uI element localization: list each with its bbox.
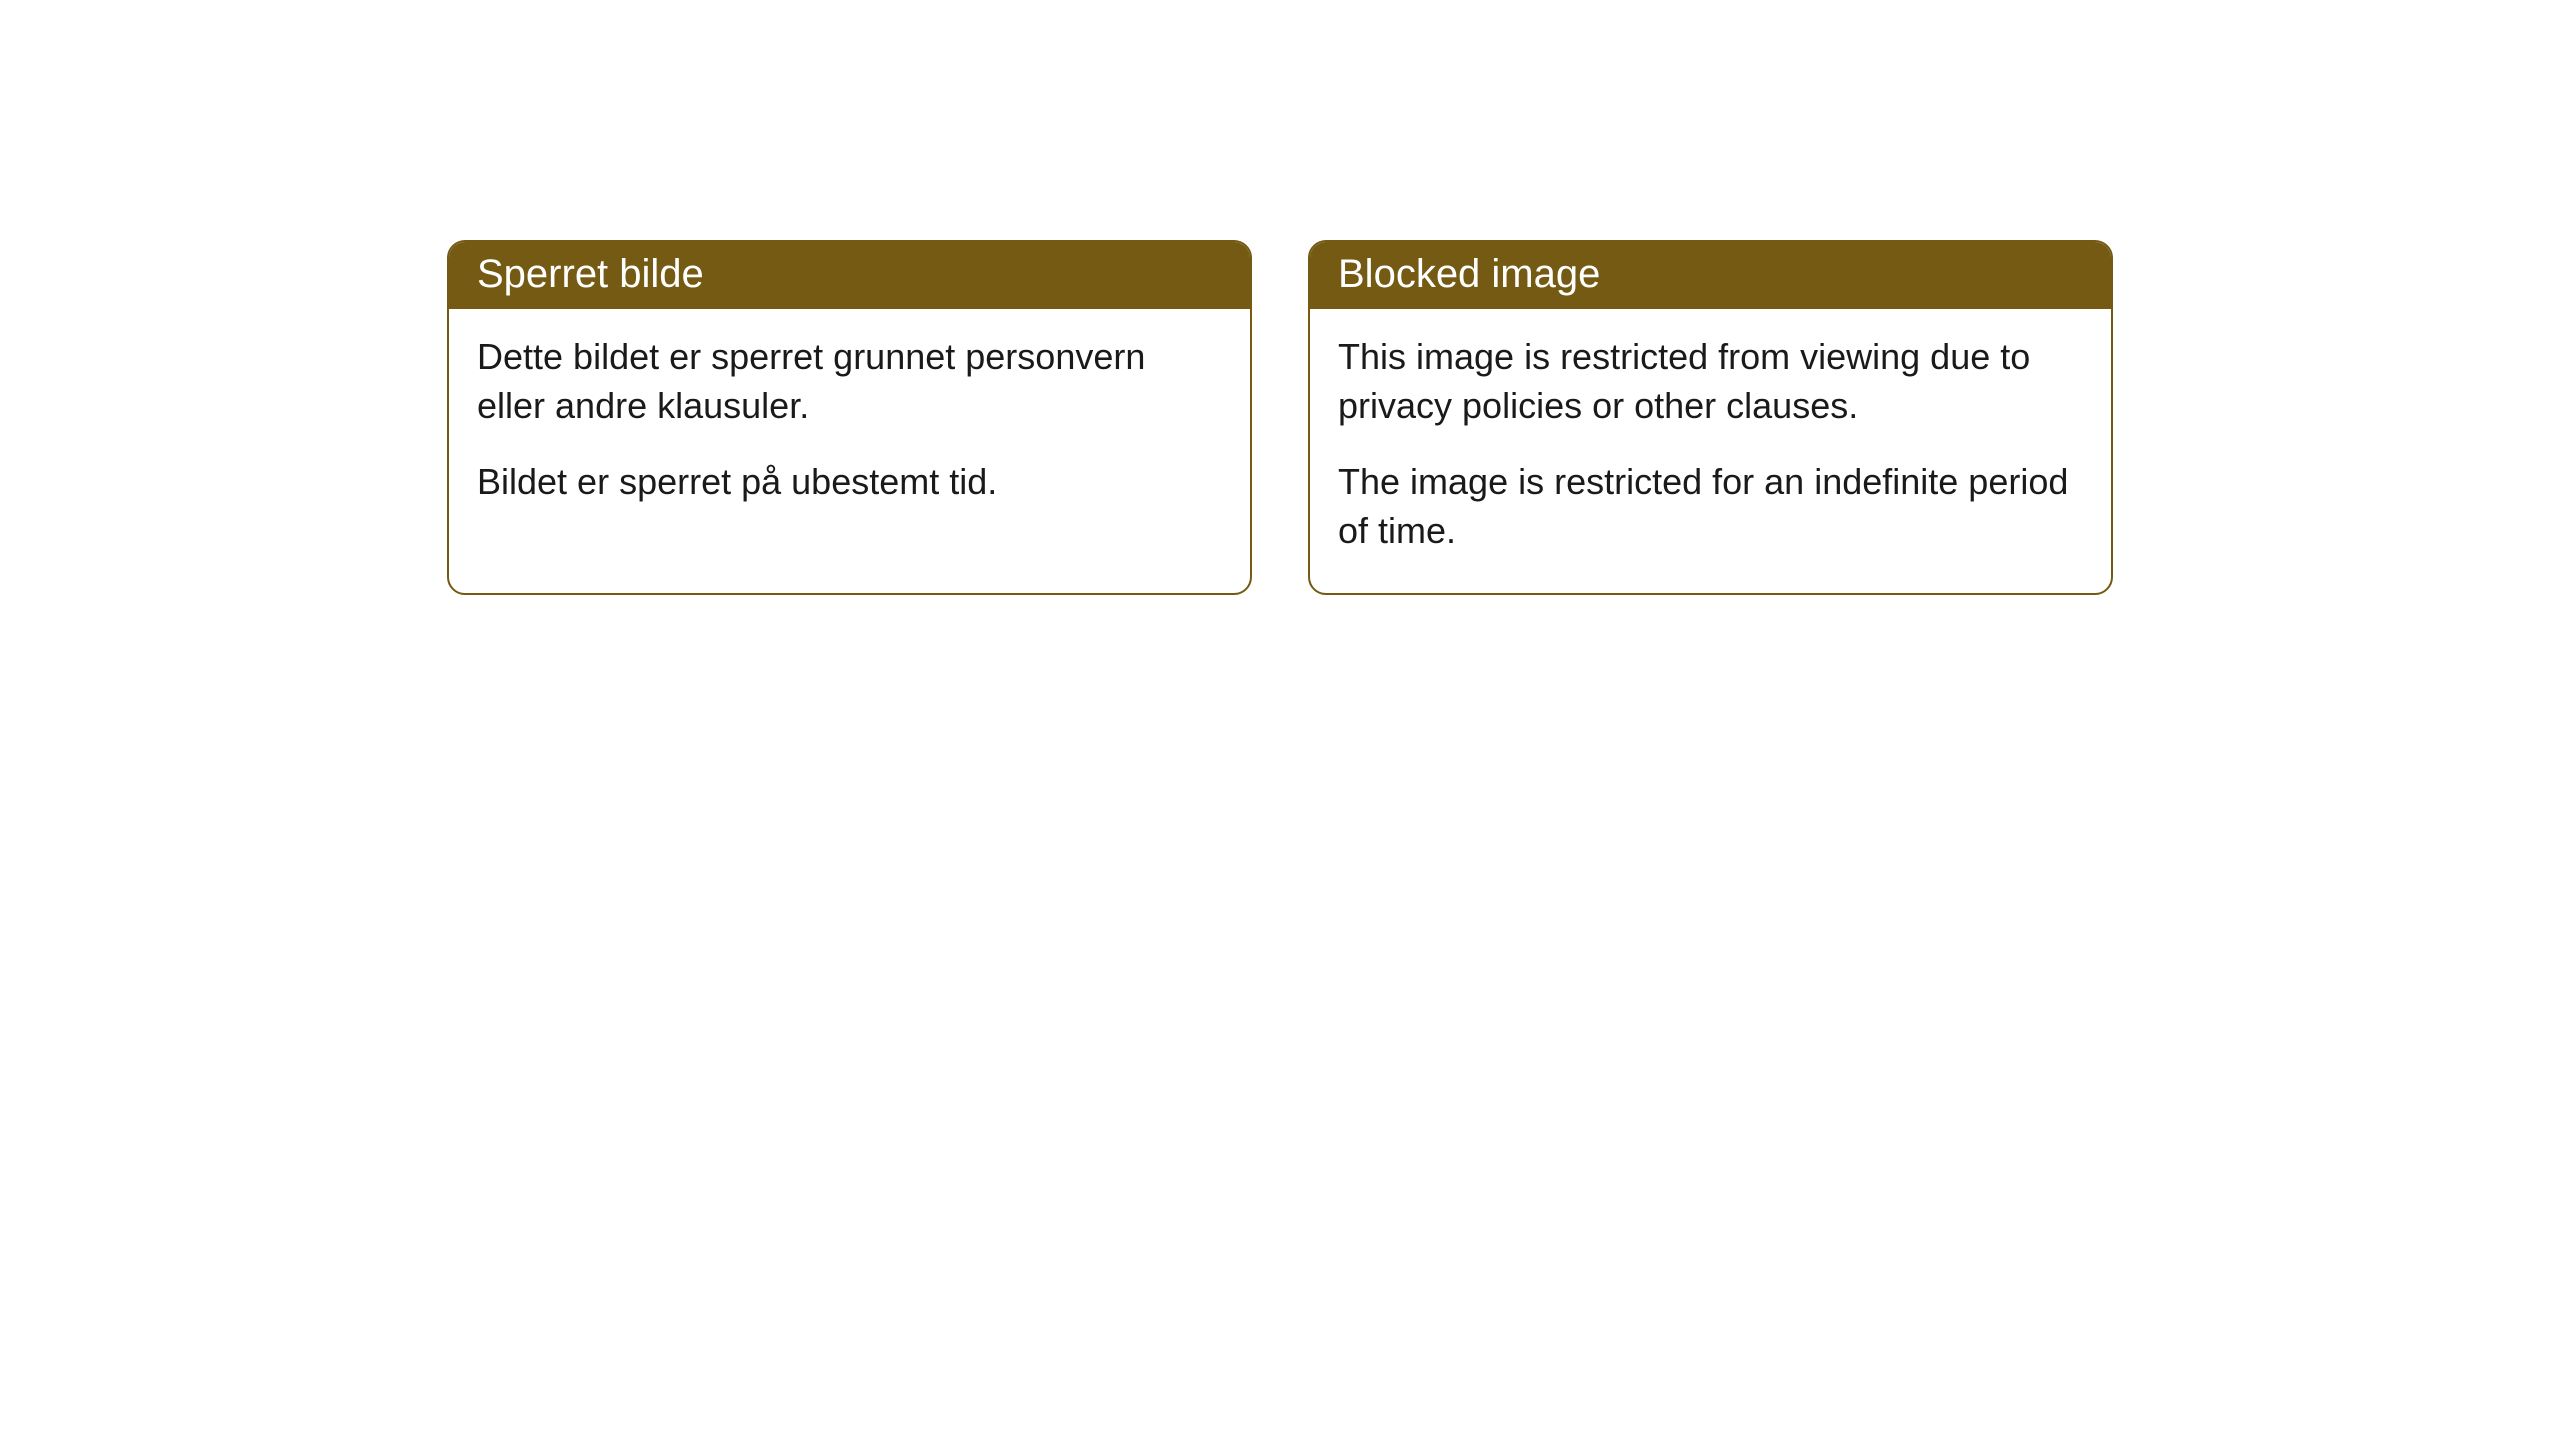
notice-card-english: Blocked image This image is restricted f… <box>1308 240 2113 595</box>
notice-cards-container: Sperret bilde Dette bildet er sperret gr… <box>447 240 2113 595</box>
notice-paragraph: Dette bildet er sperret grunnet personve… <box>477 333 1222 430</box>
notice-paragraph: The image is restricted for an indefinit… <box>1338 458 2083 555</box>
notice-paragraph: Bildet er sperret på ubestemt tid. <box>477 458 1222 507</box>
notice-card-norwegian: Sperret bilde Dette bildet er sperret gr… <box>447 240 1252 595</box>
notice-card-body: This image is restricted from viewing du… <box>1310 309 2111 593</box>
notice-card-title: Sperret bilde <box>449 242 1250 309</box>
notice-paragraph: This image is restricted from viewing du… <box>1338 333 2083 430</box>
notice-card-body: Dette bildet er sperret grunnet personve… <box>449 309 1250 545</box>
notice-card-title: Blocked image <box>1310 242 2111 309</box>
